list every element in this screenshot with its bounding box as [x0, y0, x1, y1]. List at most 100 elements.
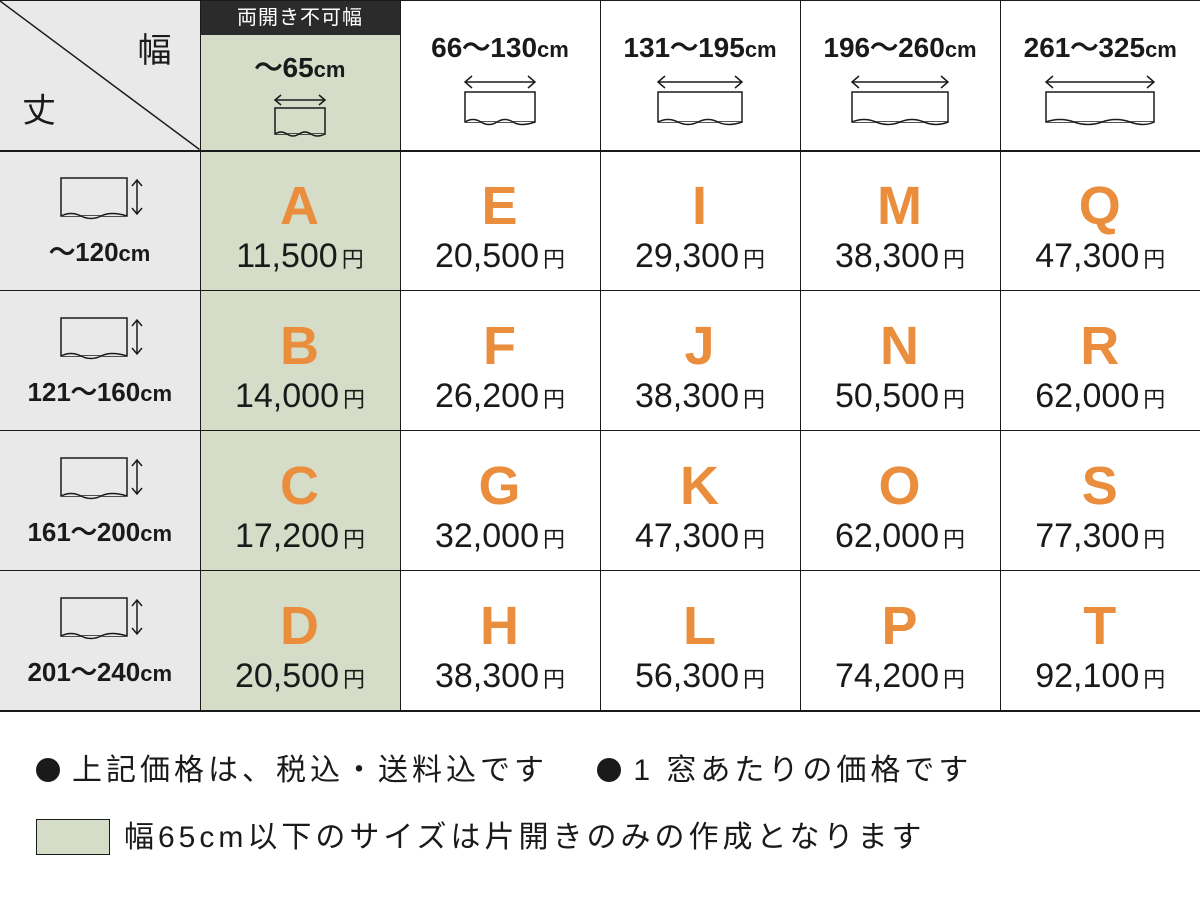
width-range-2: 131～195cm — [623, 32, 776, 63]
price-value: 56,300円 — [601, 657, 800, 696]
width-axis-label: 幅 — [138, 23, 172, 72]
price-cell-D: D 20,500円 — [200, 571, 400, 711]
price-value: 62,000円 — [801, 517, 1000, 556]
price-code: E — [401, 179, 600, 233]
width-header-2: 131～195cm — [600, 1, 800, 151]
price-cell-R: R 62,000円 — [1000, 291, 1200, 431]
price-value: 47,300円 — [601, 517, 800, 556]
table-row: 201～240cm D 20,500円 H 38,300円 L 56,300円 … — [0, 571, 1200, 711]
width-range-1: 66～130cm — [431, 32, 569, 63]
price-code: P — [801, 599, 1000, 653]
price-value: 17,200円 — [201, 517, 400, 556]
price-cell-N: N 50,500円 — [800, 291, 1000, 431]
price-code: G — [401, 459, 600, 513]
price-cell-B: B 14,000円 — [200, 291, 400, 431]
price-cell-T: T 92,100円 — [1000, 571, 1200, 711]
height-icon — [55, 172, 145, 222]
width-range-4: 261～325cm — [1024, 32, 1177, 63]
bullet-icon — [597, 758, 621, 782]
price-value: 38,300円 — [401, 657, 600, 696]
width-icon — [1042, 72, 1158, 126]
width-header-0: 両開き不可幅 ～65cm — [200, 1, 400, 151]
price-value: 26,200円 — [401, 377, 600, 416]
footer-line-1: 上記価格は、税込・送料込です 1 窓あたりの価格です — [36, 742, 1164, 799]
price-value: 62,000円 — [1001, 377, 1200, 416]
height-axis-label: 丈 — [22, 83, 56, 132]
width-header-1: 66～130cm — [400, 1, 600, 151]
price-code: Q — [1001, 179, 1200, 233]
price-code: K — [601, 459, 800, 513]
price-cell-L: L 56,300円 — [600, 571, 800, 711]
height-icon — [55, 312, 145, 362]
width-header-4: 261～325cm — [1000, 1, 1200, 151]
table-row: ～120cm A 11,500円 E 20,500円 I 29,300円 M 3… — [0, 151, 1200, 291]
price-cell-I: I 29,300円 — [600, 151, 800, 291]
price-value: 32,000円 — [401, 517, 600, 556]
width-header-3: 196～260cm — [800, 1, 1000, 151]
price-value: 20,500円 — [201, 657, 400, 696]
price-value: 38,300円 — [801, 237, 1000, 276]
price-code: O — [801, 459, 1000, 513]
price-cell-P: P 74,200円 — [800, 571, 1000, 711]
price-cell-C: C 17,200円 — [200, 431, 400, 571]
price-cell-E: E 20,500円 — [400, 151, 600, 291]
corner-cell: 幅 丈 — [0, 1, 200, 151]
price-code: B — [201, 319, 400, 373]
price-value: 20,500円 — [401, 237, 600, 276]
price-cell-G: G 32,000円 — [400, 431, 600, 571]
bullet-icon — [36, 758, 60, 782]
height-header-2: 161～200cm — [0, 431, 200, 571]
height-header-1: 121～160cm — [0, 291, 200, 431]
price-code: R — [1001, 319, 1200, 373]
price-code: N — [801, 319, 1000, 373]
price-code: H — [401, 599, 600, 653]
price-value: 29,300円 — [601, 237, 800, 276]
footer-notes: 上記価格は、税込・送料込です 1 窓あたりの価格です 幅65cm以下のサイズは片… — [0, 712, 1200, 866]
price-code: L — [601, 599, 800, 653]
price-code: F — [401, 319, 600, 373]
price-table-container: 幅 丈 両開き不可幅 ～65cm — [0, 0, 1200, 900]
price-value: 38,300円 — [601, 377, 800, 416]
price-cell-O: O 62,000円 — [800, 431, 1000, 571]
width-range-0: ～65cm — [255, 52, 346, 83]
price-value: 11,500円 — [201, 237, 400, 276]
price-code: J — [601, 319, 800, 373]
price-value: 47,300円 — [1001, 237, 1200, 276]
shade-swatch — [36, 819, 110, 855]
width-icon — [265, 92, 335, 138]
price-cell-H: H 38,300円 — [400, 571, 600, 711]
height-header-0: ～120cm — [0, 151, 200, 291]
height-icon — [55, 452, 145, 502]
header-row: 幅 丈 両開き不可幅 ～65cm — [0, 1, 1200, 151]
price-code: A — [201, 179, 400, 233]
height-icon — [55, 592, 145, 642]
price-value: 92,100円 — [1001, 657, 1200, 696]
height-header-3: 201～240cm — [0, 571, 200, 711]
price-cell-K: K 47,300円 — [600, 431, 800, 571]
width-icon — [455, 72, 545, 126]
price-cell-J: J 38,300円 — [600, 291, 800, 431]
price-value: 50,500円 — [801, 377, 1000, 416]
width-range-3: 196～260cm — [823, 32, 976, 63]
price-cell-S: S 77,300円 — [1000, 431, 1200, 571]
price-cell-Q: Q 47,300円 — [1000, 151, 1200, 291]
price-code: C — [201, 459, 400, 513]
width-icon — [846, 72, 954, 126]
price-cell-M: M 38,300円 — [800, 151, 1000, 291]
table-row: 121～160cm B 14,000円 F 26,200円 J 38,300円 … — [0, 291, 1200, 431]
price-code: M — [801, 179, 1000, 233]
table-row: 161～200cm C 17,200円 G 32,000円 K 47,300円 … — [0, 431, 1200, 571]
width-icon — [650, 72, 750, 126]
price-cell-A: A 11,500円 — [200, 151, 400, 291]
price-table: 幅 丈 両開き不可幅 ～65cm — [0, 0, 1200, 712]
price-code: S — [1001, 459, 1200, 513]
price-cell-F: F 26,200円 — [400, 291, 600, 431]
price-code: I — [601, 179, 800, 233]
price-code: T — [1001, 599, 1200, 653]
no-double-open-banner: 両開き不可幅 — [201, 1, 400, 35]
price-value: 74,200円 — [801, 657, 1000, 696]
price-value: 14,000円 — [201, 377, 400, 416]
price-value: 77,300円 — [1001, 517, 1200, 556]
price-code: D — [201, 599, 400, 653]
footer-line-2: 幅65cm以下のサイズは片開きのみの作成となります — [36, 809, 1164, 866]
